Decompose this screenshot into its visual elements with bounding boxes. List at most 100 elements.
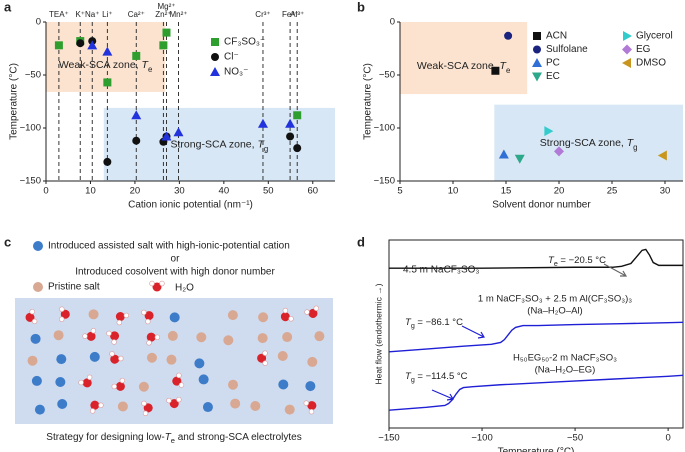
pristine-salt — [53, 330, 64, 341]
cation-label: Mn²⁺ — [169, 10, 187, 19]
water-molecule — [25, 308, 38, 325]
point — [76, 39, 85, 48]
water-molecule — [257, 350, 268, 366]
water-molecule — [172, 372, 185, 388]
hydrogen — [116, 319, 123, 326]
pristine-salt — [257, 333, 268, 344]
pristine-salt — [223, 335, 234, 346]
point — [161, 131, 172, 141]
legend-text: Introduced cosolvent with high donor num… — [75, 267, 275, 278]
oxygen — [144, 311, 154, 321]
assist-salt — [194, 358, 205, 369]
y-tick-label: −100 — [20, 123, 41, 134]
y-tick-label: 0 — [36, 17, 41, 28]
text-part: Weak-SCA zone, — [59, 59, 142, 71]
point — [491, 66, 500, 75]
text-part: Strategy for designing low- — [46, 432, 164, 443]
point — [514, 154, 525, 164]
text-part: Weak-SCA zone, — [417, 60, 500, 72]
hydrogen — [262, 350, 268, 356]
legend-label: ACN — [546, 31, 567, 42]
water-molecule — [59, 306, 70, 322]
oxygen — [110, 354, 120, 364]
text-part: g — [411, 322, 415, 330]
oxygen — [280, 312, 290, 322]
hydrogen — [111, 383, 117, 390]
hydrogen — [90, 328, 97, 334]
text-part: e — [554, 260, 558, 268]
water-molecule — [89, 400, 104, 414]
x-axis-label: Cation ionic potential (nm⁻¹) — [128, 200, 253, 211]
assist-salt — [202, 402, 213, 413]
text-part: T — [627, 137, 635, 149]
y-tick-label: −150 — [20, 176, 41, 187]
oxygen — [115, 312, 125, 322]
text-part: T — [405, 371, 412, 382]
point — [544, 126, 554, 137]
point — [132, 51, 141, 60]
y-tick-label: −100 — [374, 123, 395, 134]
hydrogen — [303, 400, 309, 406]
x-tick-label: 25 — [607, 186, 618, 197]
legend-marker — [623, 31, 632, 41]
hydrogen — [118, 355, 124, 362]
point — [257, 118, 268, 128]
cation-label: Fe³⁺ — [282, 10, 298, 19]
cation-label: Li⁺ — [102, 10, 112, 19]
text-part: T — [142, 59, 150, 71]
hydrogen — [141, 309, 147, 316]
legend-label: EG — [636, 44, 651, 55]
legend-label: PC — [546, 58, 560, 69]
x-axis-label: Temperature (°C) — [498, 447, 575, 452]
hydrogen — [119, 377, 126, 384]
x-tick-label: 5 — [397, 186, 402, 197]
assist-salt — [30, 333, 41, 344]
pristine-salt — [196, 332, 207, 343]
pristine-salt — [88, 309, 99, 320]
water-molecule — [115, 312, 130, 326]
hydrogen — [146, 340, 152, 346]
x-tick-label: 50 — [263, 186, 274, 197]
point — [132, 136, 141, 145]
point — [131, 110, 142, 120]
hydrogen — [78, 379, 84, 386]
y-tick-label: −150 — [374, 176, 395, 187]
legend-marker — [211, 38, 219, 46]
x-tick-label: −100 — [471, 433, 492, 444]
cation-label: TEA⁺ — [49, 10, 69, 19]
assist-salt-icon — [33, 241, 43, 251]
oxygen — [169, 399, 179, 409]
oxygen — [146, 332, 156, 342]
zone-label: Weak-SCA zone, Te — [59, 59, 153, 74]
legend-text: or — [171, 254, 181, 265]
hydrogen — [313, 305, 319, 311]
legend-marker — [211, 53, 219, 61]
x-tick-label: 10 — [85, 186, 96, 197]
oxygen — [115, 381, 125, 391]
point — [54, 41, 63, 50]
y-tick-label: 0 — [390, 17, 395, 28]
oxygen — [86, 331, 96, 341]
panel-label: c — [4, 234, 11, 249]
legend-marker — [532, 72, 542, 82]
point — [162, 28, 171, 37]
pristine-salt — [307, 356, 318, 367]
x-tick-label: 0 — [665, 433, 670, 444]
x-tick-label: 30 — [174, 186, 185, 197]
legend-label: NO₃⁻ — [224, 67, 248, 78]
text-part: T — [405, 317, 412, 328]
hydrogen — [154, 334, 161, 340]
x-axis-label: Solvent donor number — [492, 200, 591, 211]
text-part: T — [500, 60, 508, 72]
oxygen — [110, 331, 120, 341]
caption: Strategy for designing low-Te and strong… — [46, 432, 301, 446]
hydrogen — [166, 397, 172, 404]
legend-label: EC — [546, 71, 560, 82]
text-part: e — [171, 436, 175, 445]
hydrogen — [282, 307, 289, 314]
water-molecule — [82, 328, 97, 341]
oxygen — [90, 400, 100, 410]
water-molecule — [141, 400, 153, 417]
zone-label: Weak-SCA zone, Te — [417, 60, 511, 75]
assist-salt — [169, 312, 180, 323]
